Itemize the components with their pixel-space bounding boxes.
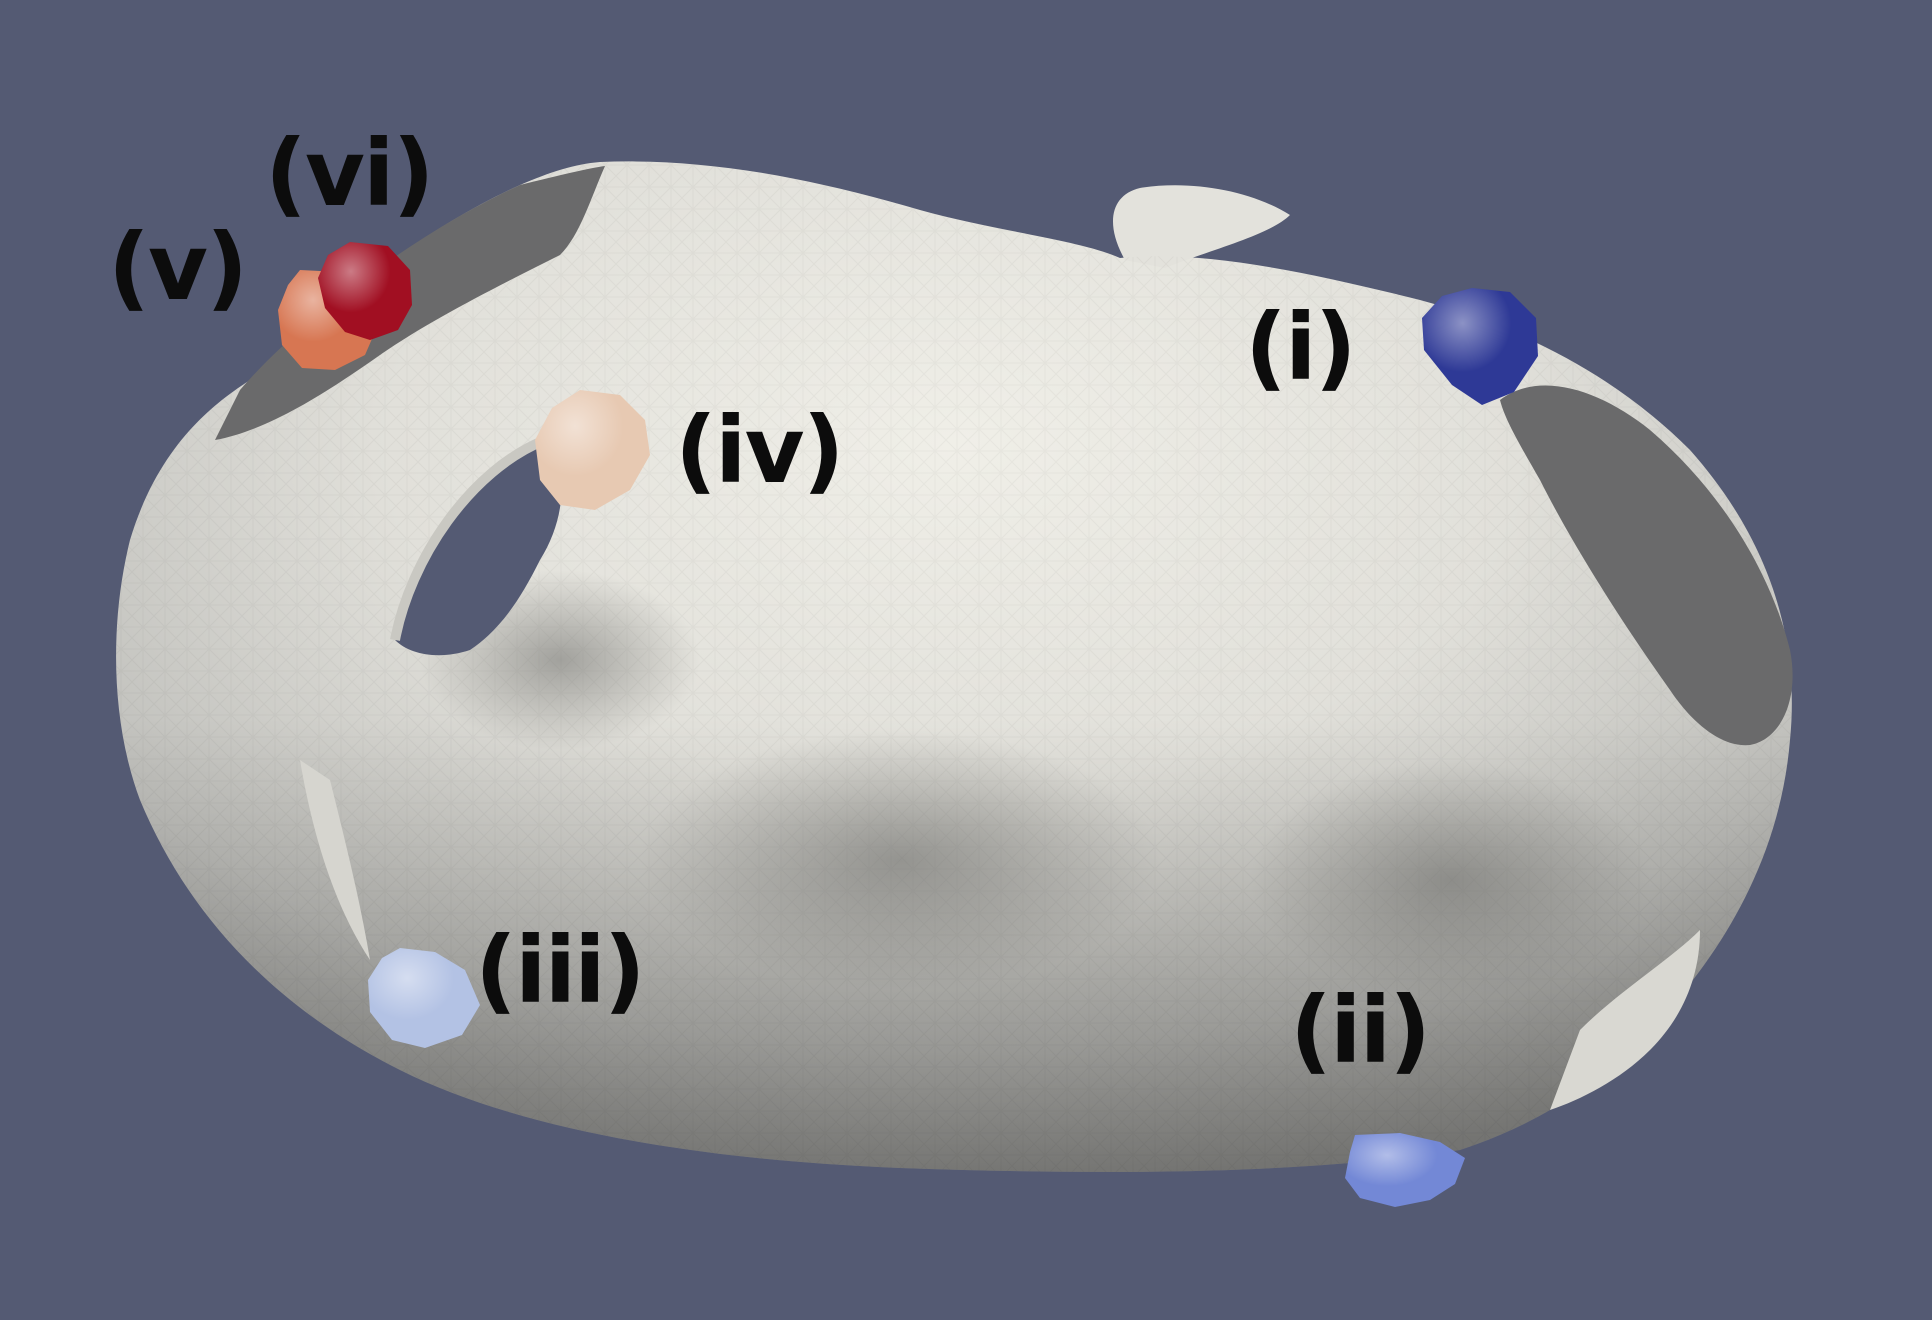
cut-region-right	[1500, 385, 1793, 746]
marker-sphere-ii[interactable]	[1345, 1133, 1465, 1207]
right-bottom-face	[1550, 930, 1700, 1110]
marker-label-vi: (vi)	[265, 120, 435, 227]
left-fold	[300, 760, 370, 960]
marker-label-i: (i)	[1245, 294, 1357, 401]
surface-shadow-bottom	[640, 730, 1160, 990]
marker-label-iv: (iv)	[675, 397, 845, 504]
marker-label-v: (v)	[108, 214, 248, 321]
marker-sphere-vi[interactable]	[318, 242, 412, 340]
marker-sphere-iii[interactable]	[368, 948, 480, 1048]
surface-shadow-right	[1250, 760, 1650, 1000]
marker-label-iii: (iii)	[475, 917, 646, 1024]
marker-sphere-iv[interactable]	[535, 390, 650, 510]
marker-sphere-i[interactable]	[1422, 288, 1538, 405]
appendage-bump[interactable]	[1113, 185, 1290, 268]
marker-label-ii: (ii)	[1290, 977, 1431, 1084]
vein-hole	[395, 440, 562, 656]
hole-rim	[390, 435, 547, 641]
